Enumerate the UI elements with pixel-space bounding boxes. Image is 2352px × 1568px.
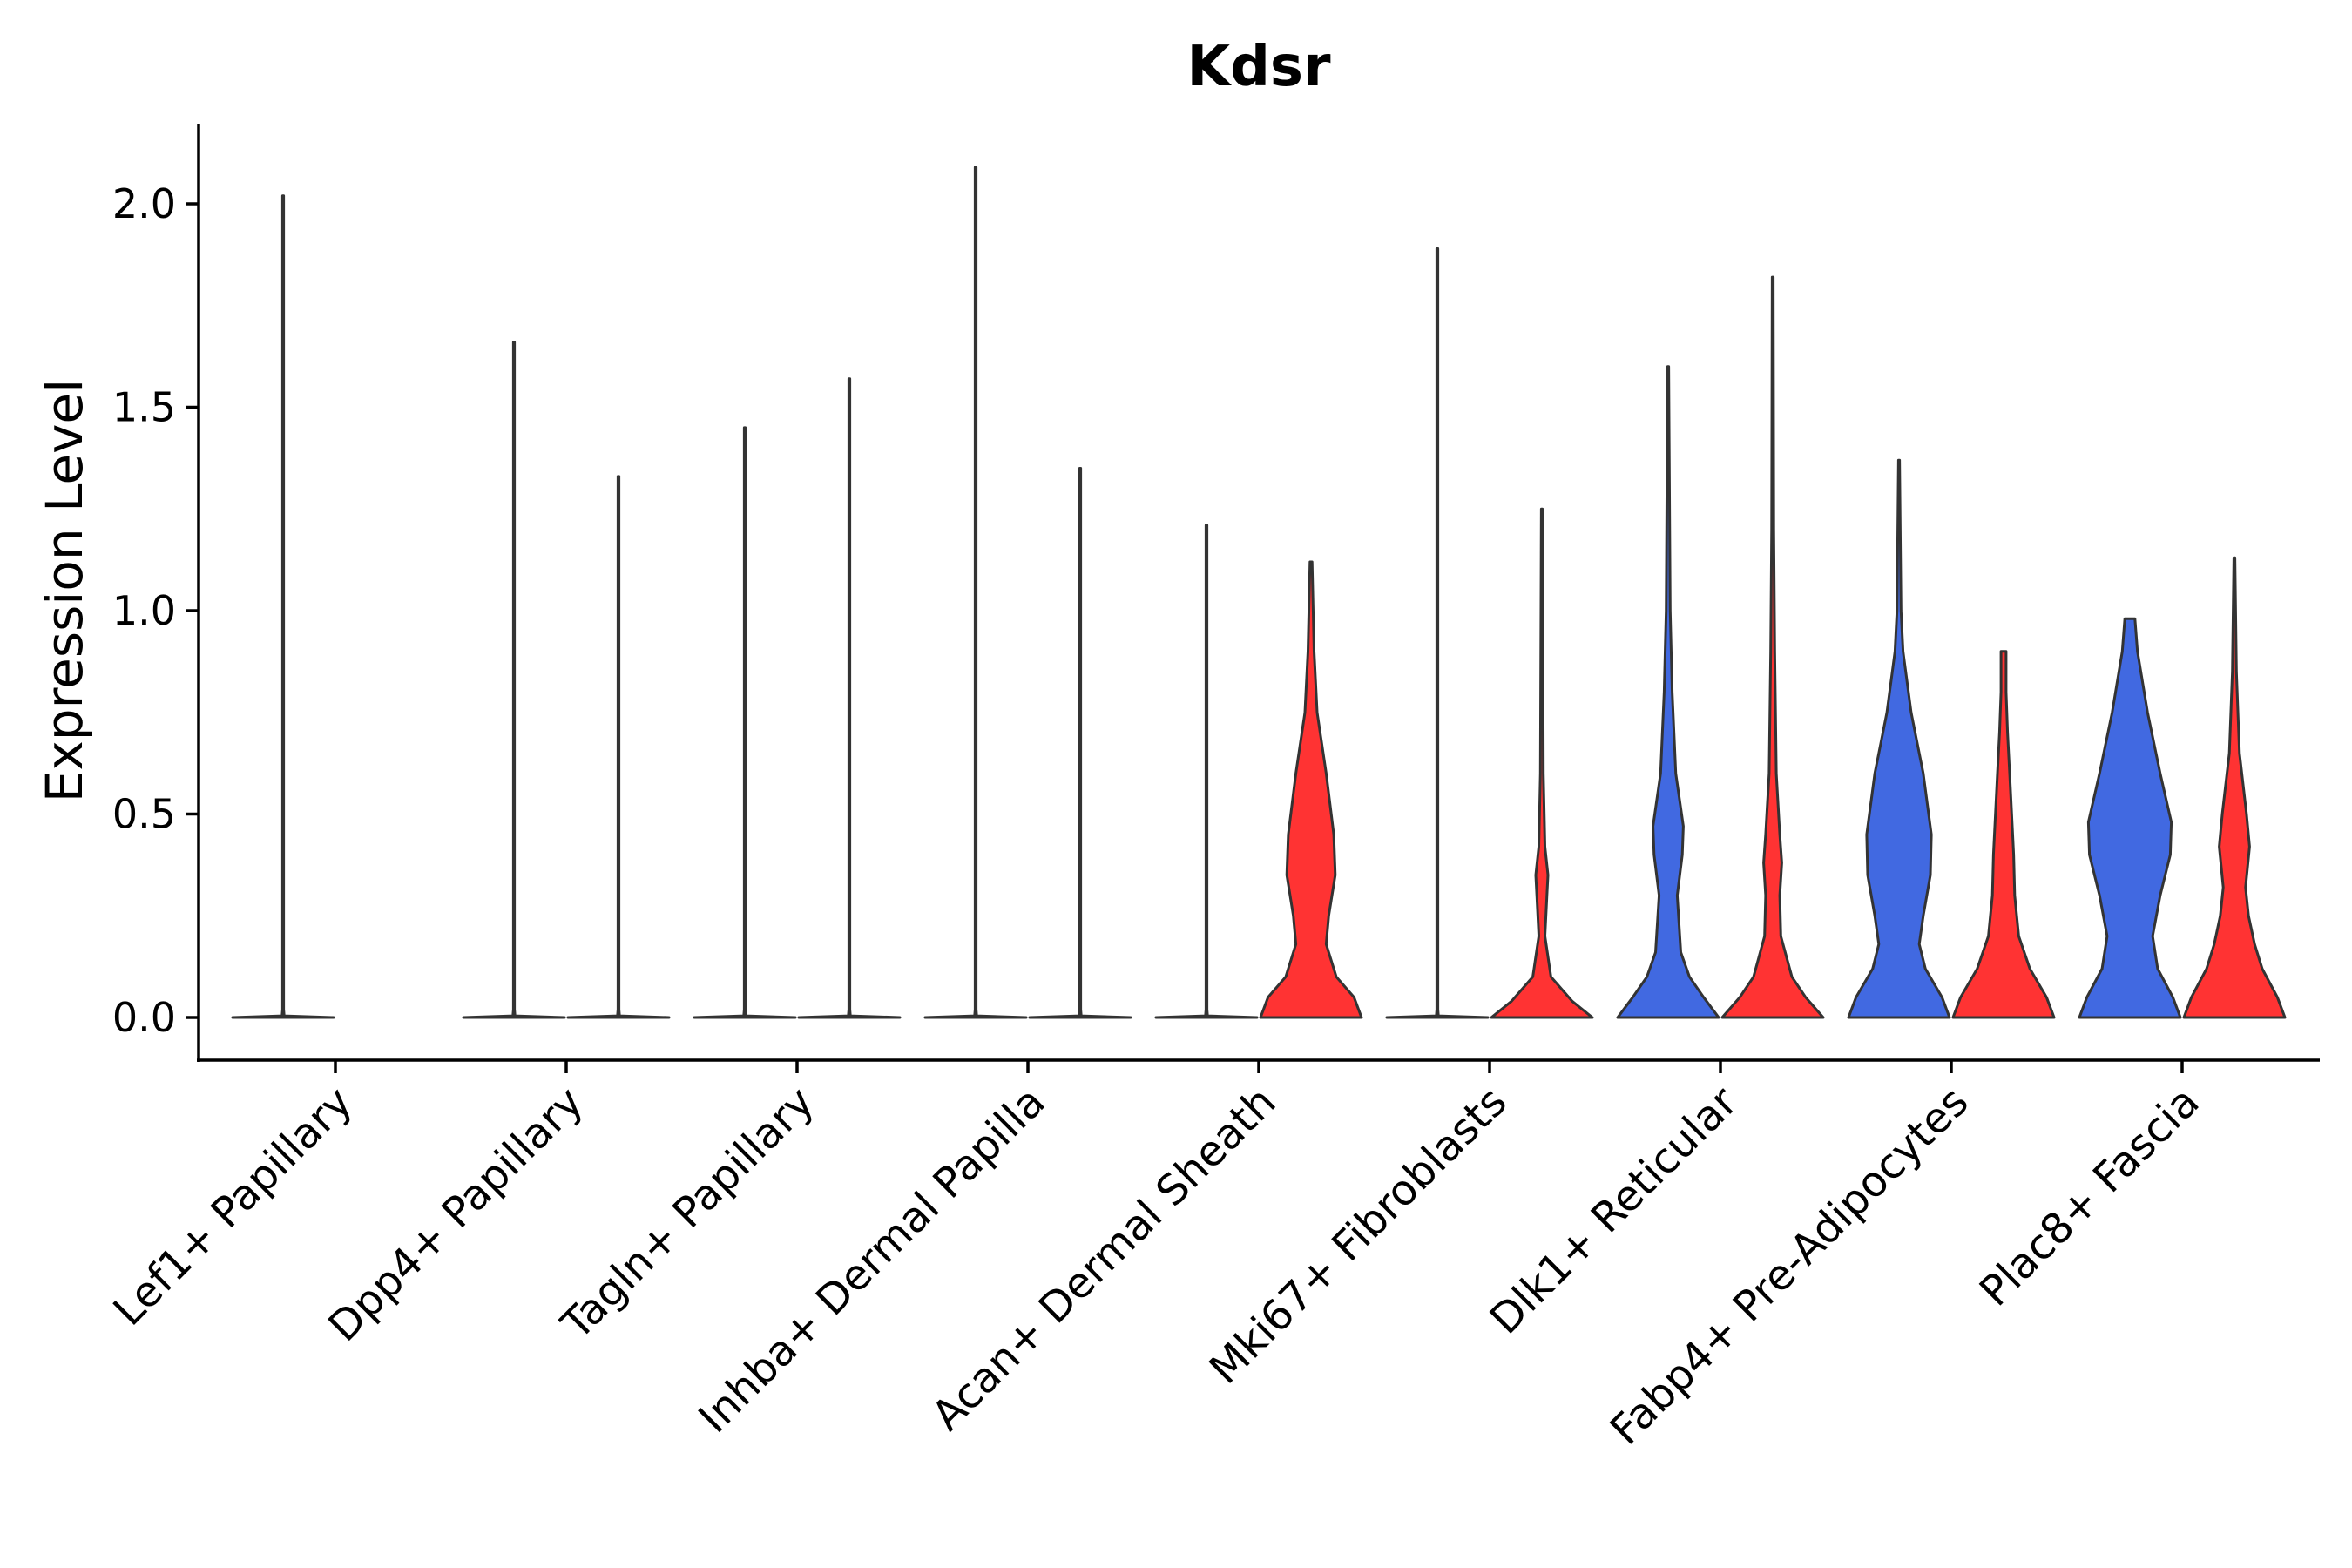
- violin-2-right: [797, 377, 902, 1019]
- y-tick-label: 0.5: [112, 791, 176, 838]
- y-tick-label: 1.5: [112, 384, 176, 431]
- x-tick-label: Tagln+ Papillary: [551, 1078, 823, 1349]
- violin-8-left: [2078, 617, 2182, 1019]
- violin-7-left: [1847, 458, 1951, 1019]
- y-tick-label: 1.0: [112, 587, 176, 634]
- violin-1-right: [566, 475, 671, 1019]
- violin-7-right: [1951, 650, 2056, 1019]
- violin-4-left: [1154, 524, 1259, 1019]
- violin-3-right: [1028, 467, 1132, 1019]
- x-tick-label: Dlk1+ Reticular: [1481, 1078, 1747, 1344]
- y-tick-label: 2.0: [112, 180, 176, 227]
- y-ticks-group: 0.0 0.5 1.0 1.5 2.0: [112, 180, 199, 1041]
- violin-4-right: [1259, 560, 1363, 1019]
- x-tick-label: Plac8+ Fascia: [1970, 1078, 2209, 1316]
- y-axis-label: Expression Level: [35, 379, 94, 802]
- x-tick-label: Dpp4+ Papillary: [319, 1078, 592, 1351]
- violin-6-right: [1720, 275, 1825, 1019]
- violin-6-left: [1616, 365, 1720, 1019]
- violin-0-left: [231, 194, 335, 1019]
- violin-2-left: [693, 426, 797, 1019]
- violin-1-left: [462, 341, 566, 1019]
- violin-3-left: [923, 166, 1028, 1019]
- x-tick-label: Lef1+ Papillary: [105, 1078, 362, 1335]
- violins-group: [231, 166, 2287, 1019]
- chart-title: Kdsr: [1186, 35, 1331, 99]
- violin-8-right: [2182, 556, 2287, 1019]
- violin-5-left: [1385, 247, 1490, 1019]
- y-tick-label: 0.0: [112, 994, 176, 1041]
- violin-5-right: [1490, 507, 1594, 1019]
